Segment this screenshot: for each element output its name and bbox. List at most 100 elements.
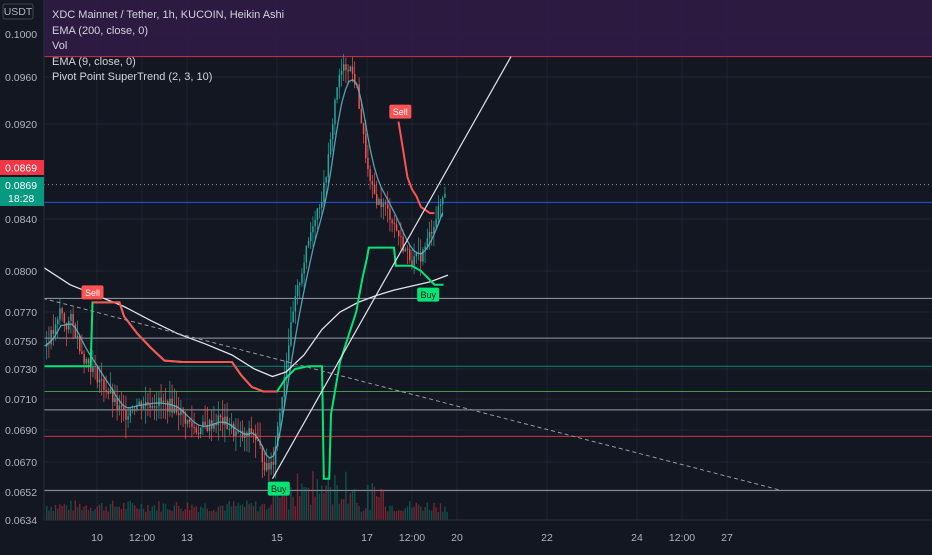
y-tick-label-8: 0.0710 (5, 394, 37, 406)
chart-legend: XDC Mainnet / Tether, 1h, KUCOIN, Heikin… (52, 8, 284, 86)
candle-body (105, 389, 107, 392)
volume-bar (217, 506, 219, 520)
candle-body (149, 404, 151, 408)
candle-body (162, 400, 165, 403)
volume-bar (54, 504, 57, 520)
volume-bar (358, 506, 360, 520)
volume-bar (250, 502, 252, 520)
candle-body (184, 413, 187, 424)
y-tick-label-7: 0.0730 (5, 364, 37, 376)
candle-body (433, 227, 435, 234)
candle-body (87, 359, 90, 364)
volume-bar (191, 504, 193, 520)
signal-badge (417, 287, 440, 302)
zone-top-band (44, 0, 932, 57)
volume-bar (101, 502, 103, 520)
signal-label: Sell (393, 107, 408, 117)
candle-body (354, 73, 356, 85)
candle-body (156, 406, 158, 408)
candle-body (94, 366, 96, 368)
candle-body (437, 206, 440, 220)
volume-bar (114, 506, 116, 520)
volume-bar (428, 509, 431, 520)
candle-body (343, 64, 345, 71)
x-tick-label-8: 24 (631, 532, 643, 544)
indicator-volume[interactable]: Vol (52, 40, 68, 52)
volume-bar (125, 508, 127, 520)
candle-body (120, 405, 123, 408)
y-tick-label-10: 0.0670 (5, 457, 37, 469)
candle-body (321, 201, 323, 208)
candle-body (147, 401, 149, 405)
volume-bar (422, 510, 424, 520)
y-tick-label-12: 0.0634 (5, 515, 37, 527)
volume-bar (325, 485, 327, 520)
candle-body (175, 405, 178, 413)
candle-body (195, 427, 198, 433)
volume-bar (387, 511, 389, 520)
volume-bar (96, 506, 98, 520)
indicator-ema200[interactable]: EMA (200, close, 0) (52, 24, 148, 37)
volume-bar (391, 505, 393, 520)
volume-bar (411, 507, 413, 520)
candle-body (228, 428, 231, 430)
volume-bar (283, 493, 285, 520)
volume-bar (369, 509, 371, 520)
candle-body (409, 249, 411, 261)
indicator-supertrend[interactable]: Pivot Point SuperTrend (2, 3, 10) (52, 71, 213, 83)
volume-bar (164, 504, 167, 520)
indicator-ema9[interactable]: EMA (9, close, 0) (52, 55, 136, 68)
signal-buy-1: Buy (267, 481, 290, 496)
candle-body (318, 207, 321, 209)
volume-bar (57, 508, 59, 520)
candle-body (136, 404, 138, 410)
candle-body (349, 66, 352, 72)
candle-body (79, 335, 81, 352)
volume-bar (118, 506, 120, 520)
candle-body (197, 432, 200, 434)
volume-bar (343, 499, 345, 520)
volume-bar (281, 481, 283, 520)
volume-bar (63, 503, 65, 520)
volume-bar (233, 501, 235, 520)
y-tick-label-9: 0.0690 (5, 425, 37, 437)
candle-body (206, 424, 209, 431)
volume-bar (98, 504, 101, 520)
candle-body (327, 154, 330, 178)
volume-bar (200, 506, 202, 520)
x-tick-label-3: 15 (271, 532, 283, 544)
candle-body (336, 87, 338, 100)
candle-body (131, 409, 134, 411)
volume-bar (158, 501, 160, 520)
candle-body (345, 64, 347, 70)
candle-body (186, 419, 189, 424)
candle-body (296, 285, 299, 297)
volume-bar (149, 510, 151, 520)
trendline-up (271, 56, 512, 479)
volume-bar (345, 471, 347, 520)
volume-bar (134, 505, 136, 520)
candle-body (103, 379, 105, 390)
volume-bar (413, 506, 415, 520)
volume-bar (72, 510, 74, 520)
volume-bar (303, 487, 305, 520)
volume-bar (215, 511, 217, 520)
volume-bar (226, 504, 228, 520)
volume-bar (261, 504, 263, 520)
candle-body (250, 428, 253, 433)
candle-body (57, 319, 59, 325)
volume-bar (239, 505, 241, 520)
candle-body (235, 431, 237, 437)
volume-bar (424, 506, 426, 520)
candle-body (404, 248, 407, 252)
candle-body (279, 412, 281, 427)
time-axis-bg (0, 520, 932, 550)
candle-body (164, 400, 167, 402)
candle-body (362, 123, 365, 135)
volume-bar (274, 492, 277, 520)
volume-bar (371, 483, 373, 520)
candle-body (109, 389, 112, 394)
candle-body (68, 320, 70, 330)
